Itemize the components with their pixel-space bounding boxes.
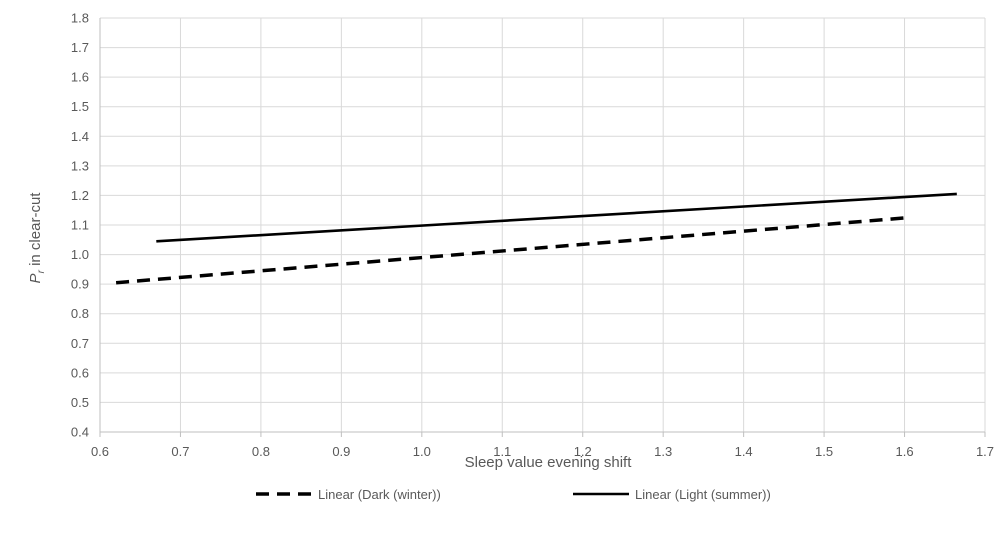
x-tick-label: 1.4	[735, 444, 753, 459]
x-tick-label: 1.1	[493, 444, 511, 459]
legend-label-dark-winter: Linear (Dark (winter))	[318, 487, 441, 502]
x-tick-label: 1.5	[815, 444, 833, 459]
y-tick-label: 1.5	[71, 99, 89, 114]
y-tick-labels: 0.4 0.5 0.6 0.7 0.8 0.9 1.0 1.1 1.2 1.3 1.4 1.5 1.6 1…	[71, 11, 89, 440]
y-tick-label: 0.7	[71, 336, 89, 351]
y-tick-label: 1.2	[71, 188, 89, 203]
x-tick-label: 0.9	[332, 444, 350, 459]
y-axis-title: Pr in clear-cut	[27, 192, 47, 284]
axes	[99, 18, 986, 437]
y-tick-label: 1.6	[71, 70, 89, 85]
x-tick-label: 1.0	[413, 444, 431, 459]
grid-lines	[100, 17, 986, 432]
y-tick-label: 1.8	[71, 11, 89, 26]
x-tick-label: 0.8	[252, 444, 270, 459]
y-tick-label: 0.9	[71, 277, 89, 292]
series-line-light-summer	[156, 192, 957, 243]
y-tick-label: 1.7	[71, 40, 89, 55]
y-tick-label: 0.6	[71, 365, 89, 380]
x-tick-label: 0.6	[91, 444, 109, 459]
x-tick-labels: 0.6 0.7 0.8 0.9 1.0 1.1 1.2 1.3 1.4 1.5 1.6 1.7	[91, 444, 994, 459]
y-axis-title-rest: in clear-cut	[27, 192, 44, 270]
series-lines	[115, 192, 957, 285]
y-axis-title-sub: r	[36, 269, 47, 273]
x-tick-label: 1.3	[654, 444, 672, 459]
x-tick-label: 0.7	[171, 444, 189, 459]
series-line-dark-winter	[115, 215, 909, 285]
x-tick-label: 1.6	[896, 444, 914, 459]
y-tick-label: 1.1	[71, 218, 89, 233]
y-tick-label: 0.4	[71, 425, 89, 440]
x-axis-title: Sleep value evening shift	[465, 454, 633, 471]
y-tick-label: 0.8	[71, 306, 89, 321]
x-tick-label: 1.7	[976, 444, 994, 459]
y-tick-label: 1.3	[71, 158, 89, 173]
legend-label-light-summer: Linear (Light (summer))	[635, 487, 771, 502]
x-tick-label: 1.2	[574, 444, 592, 459]
y-axis-title-main: P	[27, 273, 44, 283]
y-tick-label: 1.4	[71, 129, 89, 144]
legend: Linear (Dark (winter)) Linear (Light (su…	[256, 487, 771, 502]
y-tick-label: 0.5	[71, 395, 89, 410]
y-tick-label: 1.0	[71, 247, 89, 262]
